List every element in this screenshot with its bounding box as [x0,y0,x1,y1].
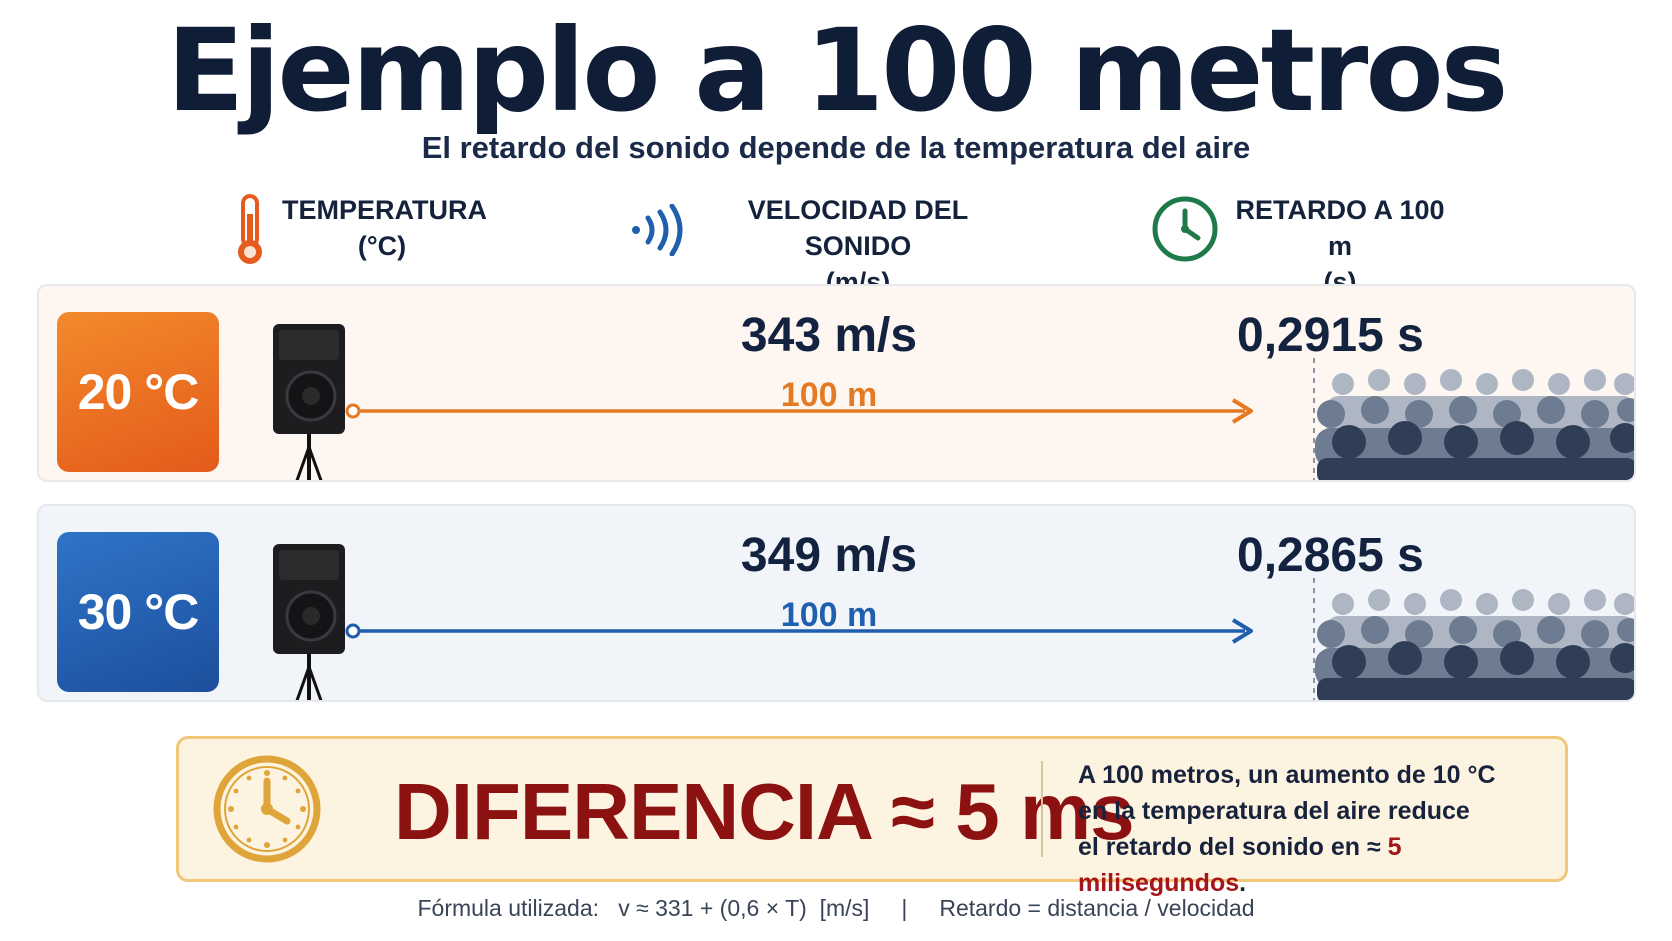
row-30c: 30 °C 349 m/s 100 m 0,2865 s [37,504,1636,702]
distance-label: 100 m [780,376,878,414]
note-line: A 100 metros, un aumento de 10 °C [1078,761,1496,789]
temperature-badge: 20 °C [57,312,219,472]
formula-label: Fórmula utilizada: [417,895,600,921]
speed-value: 349 m/s [740,529,918,582]
audience-icon [1313,358,1634,480]
audience-icon [1313,578,1634,700]
thermometer-icon [238,194,262,264]
clock-icon [213,755,321,863]
column-label: VELOCIDAD DEL SONIDO [747,195,969,261]
difference-panel: DIFERENCIA ≈ 5 ms A 100 metros, un aumen… [176,736,1568,897]
page-subtitle: El retardo del sonido depende de la temp… [421,130,1251,165]
column-unit: (°C) [357,231,407,261]
column-header-temperature: TEMPERATURA (°C) [232,190,492,270]
difference-note: A 100 metros, un aumento de 10 °C en la … [1078,757,1558,901]
column-header-delay: RETARDO A 100 m (s) [1150,190,1470,297]
clock-icon [1152,196,1218,262]
page-title: Ejemplo a 100 metros [166,4,1508,137]
column-header-speed: VELOCIDAD DEL SONIDO (m/s) [630,190,1020,297]
difference-headline: DIFERENCIA ≈ 5 ms [394,767,1135,856]
note-line: el retardo del sonido en ≈ 5 milisegundo… [1078,833,1402,897]
speaker-icon [273,544,345,700]
highlight-text: 5 milisegundos [1078,833,1402,897]
distance-arrow [345,618,1253,644]
divider [1041,761,1043,857]
delay-formula: Retardo = distancia / velocidad [939,895,1255,921]
formula-separator: | [901,895,908,921]
distance-arrow [345,398,1253,424]
note-line: en la temperatura del aire reduce [1078,797,1470,825]
column-label: TEMPERATURA [282,195,487,225]
speed-value: 343 m/s [740,309,918,362]
row-20c: 20 °C 343 m/s 100 m 0,2915 s [37,284,1636,482]
delay-value: 0,2915 s [1237,309,1424,362]
temperature-badge: 30 °C [57,532,219,692]
formula-footer: Fórmula utilizada: v ≈ 331 + (0,6 × T) [… [0,895,1672,922]
speed-formula: v ≈ 331 + (0,6 × T) [m/s] [618,895,870,921]
speaker-icon [273,324,345,480]
distance-label: 100 m [780,596,878,634]
sound-waves-icon [632,204,683,256]
column-label: RETARDO A 100 m [1235,195,1445,261]
delay-value: 0,2865 s [1237,529,1424,582]
